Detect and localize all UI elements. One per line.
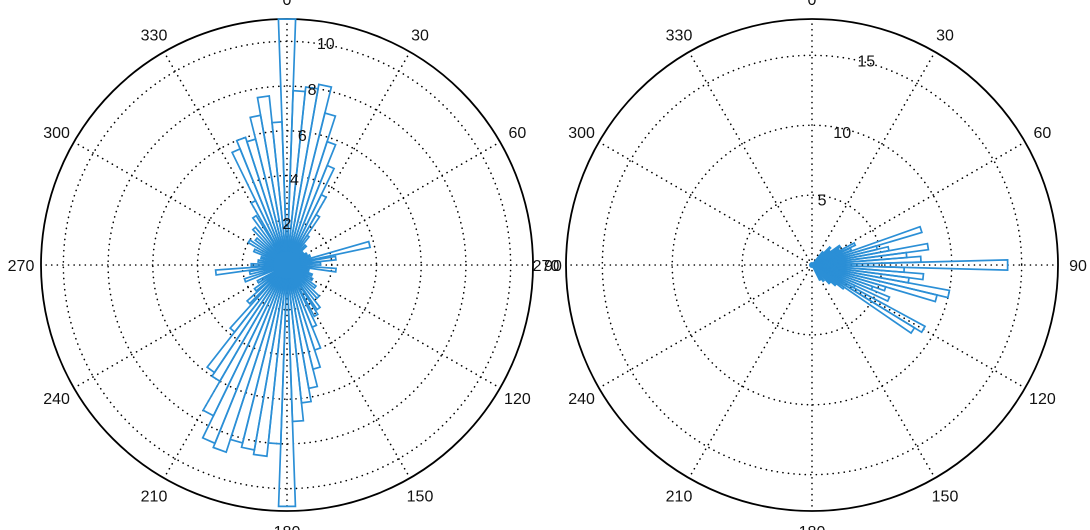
angle-tick-label: 180 — [799, 524, 826, 530]
polar-center-core — [809, 262, 815, 268]
polar-bar — [811, 264, 826, 283]
angle-tick-label: 270 — [533, 258, 560, 275]
polar-spoke — [811, 264, 1026, 389]
polar-spoke — [286, 264, 411, 479]
angle-tick-label: 330 — [141, 28, 168, 45]
angle-tick-label: 30 — [936, 28, 954, 45]
angle-tick-label: 90 — [1069, 258, 1087, 275]
polar-spoke — [286, 141, 501, 266]
polar-bar — [286, 261, 322, 266]
polar-bar — [811, 264, 916, 335]
polar-spoke — [811, 141, 1026, 266]
angle-tick-label: 210 — [141, 488, 168, 505]
polar-bar — [253, 264, 288, 293]
polar-bar — [257, 258, 288, 266]
polar-bar — [286, 264, 318, 290]
polar-bar — [286, 255, 337, 266]
polar-spoke — [163, 51, 288, 266]
radial-tick-label: 4 — [290, 172, 299, 189]
polar-bar — [286, 264, 319, 318]
radial-tick-label: 10 — [833, 125, 851, 142]
polar-bar — [271, 121, 288, 266]
angle-tick-label: 180 — [274, 524, 301, 530]
polar-spoke — [811, 51, 936, 266]
angle-tick-label: 60 — [1034, 125, 1052, 142]
polar-outer-circle — [565, 18, 1059, 512]
polar-bar — [245, 264, 288, 305]
polar-bar — [811, 259, 1009, 271]
polar-bar — [214, 264, 288, 276]
angle-tick-label: 60 — [509, 125, 527, 142]
angle-tick-label: 90 — [544, 258, 562, 275]
polar-spoke — [73, 141, 288, 266]
radial-tick-label: 6 — [298, 128, 307, 145]
polar-bar — [247, 238, 288, 266]
angle-tick-label: 330 — [666, 28, 693, 45]
polar-bar — [286, 264, 314, 282]
angle-tick-label: 0 — [808, 0, 817, 9]
polar-bar — [254, 236, 288, 266]
radial-tick-label: 15 — [857, 54, 875, 71]
polar-bar — [243, 264, 288, 283]
polar-bar — [811, 264, 832, 285]
polar-spoke — [598, 141, 813, 266]
polar-plot-left: 0 30 60 90 120 150 180 210 240 270 300 330 2 4 6 8 10 — [8, 0, 562, 530]
polar-bar — [811, 264, 822, 282]
angle-tick-label: 0 — [283, 0, 292, 9]
angle-tick-label: 240 — [568, 391, 595, 408]
polar-spoke — [688, 264, 813, 479]
radial-tick-label: 8 — [308, 82, 317, 99]
angle-tick-label: 240 — [43, 391, 70, 408]
polar-spoke — [286, 264, 501, 389]
angle-tick-label: 150 — [932, 488, 959, 505]
polar-spoke — [688, 51, 813, 266]
angle-tick-label: 30 — [411, 28, 429, 45]
polar-bar — [286, 234, 311, 266]
polar-bar — [286, 240, 372, 266]
polar-grid-circle — [601, 54, 1023, 476]
angle-tick-label: 120 — [504, 391, 531, 408]
polar-bar — [228, 264, 288, 334]
polar-bar — [250, 262, 288, 268]
polar-spoke — [286, 51, 411, 266]
angle-tick-label: 270 — [8, 258, 35, 275]
polar-bar — [256, 264, 288, 284]
angle-tick-label: 300 — [43, 125, 70, 142]
polar-spoke — [598, 264, 813, 389]
polar-spoke — [73, 264, 288, 389]
polar-bar — [286, 264, 321, 300]
polar-bars — [809, 225, 1009, 335]
angle-tick-label: 210 — [666, 488, 693, 505]
polar-plot-right: 0 30 60 90 120 150 180 210 240 270 300 330 5 10 15 — [533, 0, 1087, 530]
radial-tick-label: 5 — [818, 193, 827, 210]
polar-bar — [251, 226, 288, 266]
polar-bars — [201, 18, 372, 508]
angle-tick-label: 120 — [1029, 391, 1056, 408]
polar-bar — [230, 147, 288, 266]
angle-tick-label: 150 — [407, 488, 434, 505]
polar-bar — [286, 264, 338, 273]
radial-tick-label: 2 — [282, 216, 291, 233]
polar-bar — [251, 214, 288, 266]
angle-tick-label: 300 — [568, 125, 595, 142]
polar-center-core — [273, 251, 301, 279]
radial-tick-label: 10 — [317, 36, 335, 53]
polar-bar — [286, 264, 322, 311]
polar-bar — [252, 248, 288, 266]
polar-spoke — [811, 264, 936, 479]
polar-grid-circle — [741, 194, 883, 336]
